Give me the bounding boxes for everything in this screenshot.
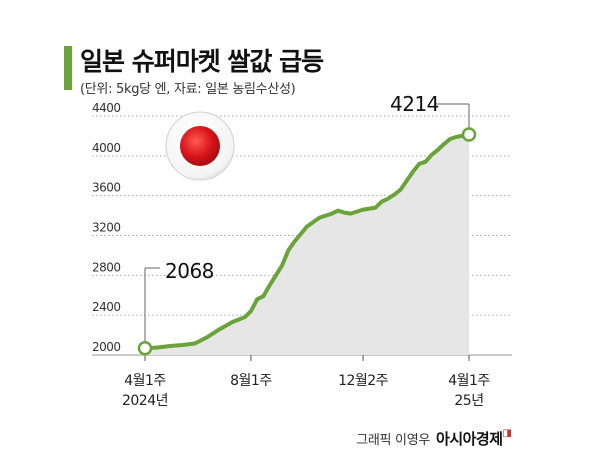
y-tick-label: 4400: [92, 101, 121, 115]
data-label: 4214: [390, 92, 439, 116]
title-accent-bar: [64, 46, 72, 90]
series-path: [143, 132, 471, 351]
chart-subtitle: (단위: 5kg당 엔, 자료: 일본 농림수산성): [80, 82, 296, 97]
axis-labels: 2000 2400 2800 3200 3600 4000 4400 4월1주 2024년 8월1…: [92, 101, 491, 409]
series-line: [143, 132, 471, 351]
x-tick-label: 4월1주: [448, 373, 490, 389]
data-point-marker: [137, 340, 153, 356]
x-tick-label-year: 2024년: [122, 393, 168, 409]
y-tick-label: 3600: [92, 181, 121, 195]
x-tick-label: 8월1주: [230, 373, 272, 389]
y-tick-label: 2400: [92, 300, 121, 314]
y-tick-label: 2000: [92, 340, 121, 354]
credit-brand: 아시아경제: [436, 430, 503, 448]
series-area: [145, 134, 469, 355]
annotations: 2068 4214: [137, 92, 477, 356]
credit-author: 그래픽 이영우: [356, 433, 431, 448]
brand-mark-icon: ◨: [502, 428, 512, 439]
japan-flag-icon: [165, 111, 235, 181]
y-tick-label: 3200: [92, 221, 121, 235]
chart-title: 일본 슈퍼마켓 쌀값 급등: [80, 47, 324, 76]
y-tick-label: 2800: [92, 260, 121, 274]
y-tick-label: 4000: [92, 141, 121, 155]
data-point-marker: [461, 127, 477, 142]
x-tick-label: 4월1주: [124, 373, 166, 389]
x-tick-label-year: 25년: [454, 393, 483, 409]
area-fill: [145, 134, 469, 355]
data-label: 2068: [165, 259, 214, 283]
x-tick-label: 12월2주: [338, 373, 389, 389]
credit: 그래픽 이영우 아시아경제◨: [356, 428, 512, 449]
